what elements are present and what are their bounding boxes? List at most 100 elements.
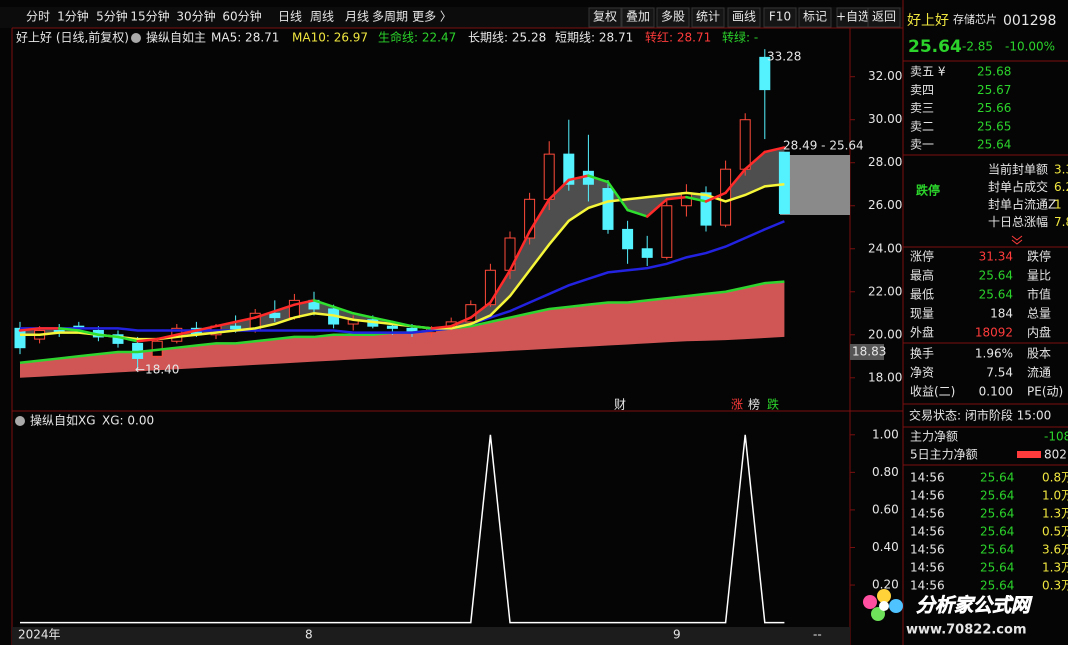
book-label: 卖二	[910, 119, 934, 133]
short-line-segment	[293, 299, 316, 306]
button[interactable]	[727, 7, 761, 28]
period-tab[interactable]: 月线	[345, 10, 369, 24]
button[interactable]	[621, 7, 655, 28]
line-3	[20, 220, 785, 334]
period-tab[interactable]: 周线	[310, 10, 334, 24]
period-tab[interactable]: 30分钟	[176, 9, 215, 24]
period-tab[interactable]: 5分钟	[96, 9, 128, 24]
short-line-segment	[97, 333, 120, 339]
short-line-segment	[410, 324, 433, 330]
short-line-segment	[273, 303, 296, 313]
stat-label: 外盘	[910, 325, 934, 340]
legend-item: 转红: 28.71	[645, 30, 711, 45]
book-price: 25.67	[977, 83, 1011, 97]
button[interactable]	[798, 7, 832, 28]
button[interactable]	[656, 7, 690, 28]
period-tab[interactable]: 多周期	[372, 10, 408, 24]
button-label[interactable]: 复权	[593, 10, 617, 24]
flow-label: 主力净额	[910, 430, 958, 444]
trade-volume: 0.5万	[1042, 525, 1068, 539]
y-tick-label: 28.00	[868, 155, 902, 169]
indicator-title: 操纵自如XG	[30, 413, 96, 428]
trade-time: 14:56	[910, 561, 945, 575]
book-label: 卖五 ¥	[910, 65, 946, 79]
change-pct: -10.00%	[1005, 40, 1055, 54]
trade-price: 25.64	[980, 561, 1014, 575]
short-line-segment	[234, 316, 257, 324]
y-tick-label: 18.00	[868, 370, 902, 384]
short-line-segment	[371, 316, 394, 324]
menu-icon[interactable]	[131, 33, 141, 43]
y-tick-label: 24.00	[868, 241, 902, 255]
button[interactable]	[691, 7, 725, 28]
short-line-segment	[743, 150, 767, 171]
short-line-segment	[724, 167, 747, 195]
button[interactable]	[763, 7, 797, 28]
stat-label: 流通	[1027, 366, 1051, 380]
legend-item: 短期线: 28.71	[555, 31, 633, 45]
short-line-segment	[469, 301, 492, 319]
button-label[interactable]: 返回	[872, 10, 896, 24]
flow-label: 5日主力净额	[910, 448, 978, 462]
short-line-segment	[528, 198, 551, 233]
marker: 榜	[748, 397, 760, 412]
short-line-segment	[136, 337, 159, 343]
stock-name: 好上好	[907, 13, 949, 29]
book-price: 25.66	[977, 101, 1011, 115]
trade-volume: 1.0万	[1042, 489, 1068, 503]
stat-label: 收益(二)	[910, 385, 955, 399]
watermark-title: 分析家公式网	[916, 595, 1033, 617]
book-label: 卖三	[910, 101, 934, 115]
short-line-segment	[567, 174, 590, 182]
button-bar: 复权 叠加 多股 统计 画线 F10 标记 +自选 返回	[588, 7, 901, 28]
short-area	[20, 147, 785, 342]
logo-center	[879, 601, 889, 611]
short-line-segment	[253, 309, 277, 319]
candle-body	[563, 153, 575, 185]
button[interactable]	[588, 7, 622, 28]
button-label[interactable]: 画线	[732, 10, 756, 24]
candle-body	[700, 192, 712, 226]
price-tag	[850, 344, 884, 360]
period-tab[interactable]: 分时	[26, 10, 50, 24]
menu-icon[interactable]	[15, 416, 25, 426]
period-tab[interactable]: 更多 〉	[412, 10, 452, 24]
button-label[interactable]: 标记	[803, 10, 827, 24]
stat-label: 跌停	[1027, 249, 1051, 264]
candle-body	[484, 269, 496, 306]
trade-price: 25.64	[980, 489, 1014, 503]
period-tab[interactable]: 15分钟	[130, 9, 169, 24]
annotation: ←18.40	[135, 363, 179, 377]
short-line-segment	[175, 329, 198, 337]
button-label[interactable]: 统计	[696, 10, 720, 24]
button-label[interactable]: F10	[769, 10, 791, 24]
seal-label: 封单占流通Z	[988, 197, 1056, 212]
button-label[interactable]: +自选	[836, 10, 870, 24]
short-line-segment	[508, 230, 531, 272]
seal-value: 3.3	[1054, 163, 1068, 177]
stat-value: 31.34	[979, 250, 1013, 264]
trade-time: 14:56	[910, 579, 945, 593]
indicator-line	[20, 434, 785, 624]
period-tab[interactable]: 日线	[278, 10, 302, 24]
legend-item: 生命线: 22.47	[378, 30, 456, 45]
period-tab[interactable]: 60分钟	[222, 9, 261, 24]
button[interactable]	[867, 7, 901, 28]
period-tab[interactable]: 1分钟	[57, 9, 89, 24]
button-label[interactable]: 多股	[661, 10, 685, 24]
y-tick-label: 30.00	[868, 112, 902, 126]
legend-item: MA10: 26.97	[292, 31, 368, 45]
annotation: 28.49 - 25.64	[783, 139, 864, 153]
stat-label: 最高	[910, 268, 934, 283]
expand-icon[interactable]	[1011, 235, 1023, 245]
short-line-segment	[430, 324, 453, 330]
trade-volume: 0.3万	[1042, 579, 1068, 593]
seal-value: 7.8	[1054, 215, 1068, 229]
marker: 涨	[731, 397, 743, 412]
legend-item: 长期线: 25.28	[468, 31, 546, 45]
button-label[interactable]: 叠加	[626, 10, 650, 24]
quote-panel: 卖五 ¥ 25.68 卖四 25.67 卖三 25.66 卖二 25.65 卖一 25.64 当前封…	[910, 65, 1068, 593]
trade-time: 14:56	[910, 489, 945, 503]
logo-petal	[871, 607, 885, 621]
x-label: 8	[305, 628, 313, 642]
